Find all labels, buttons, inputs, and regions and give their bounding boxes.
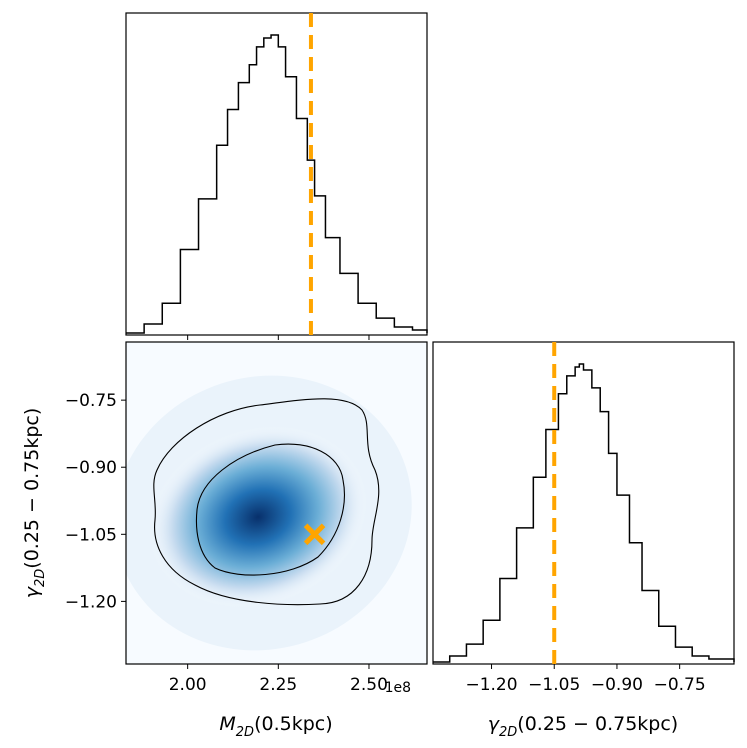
y-tick-label-main-3: −1.20: [65, 592, 117, 612]
contour-outer: [153, 398, 380, 606]
x-tick-label-main-2: 2.50: [350, 675, 388, 695]
x-axis-label-left: M2D(0.5kpc): [219, 713, 332, 740]
y-axis-label-left: γ2D(0.25 − 0.75kpc): [21, 408, 48, 598]
y-tick-label-main-0: −0.75: [65, 391, 117, 411]
y-tick-label-main-2: −1.05: [65, 525, 117, 545]
panel-bottom-left-frame: [125, 341, 428, 665]
x-tick-label-right-1: −1.05: [528, 675, 580, 695]
panel-top-left-histogram: [125, 12, 428, 340]
x-axis-label-right: γ2D(0.25 − 0.75kpc): [488, 713, 678, 740]
panel-bottom-left-density: 2.00 2.25 2.50 −0.75 −0.90 −1.05 −1.20: [65, 341, 428, 695]
x-tick-label-main-0: 2.00: [169, 675, 207, 695]
x-tick-label-right-0: −1.20: [465, 675, 517, 695]
x-ticks-top-panel: [187, 335, 370, 340]
density-cloud: [148, 425, 368, 609]
x-tick-label-main-1: 2.25: [259, 675, 297, 695]
contour-inner: [195, 443, 345, 576]
marker-x-stroke-b: [303, 523, 326, 546]
x-tick-label-right-2: −0.90: [591, 675, 643, 695]
hist-right-series: [433, 363, 735, 663]
x-tick-label-right-3: −0.75: [654, 675, 706, 695]
panel-top-left-frame: [125, 12, 428, 336]
y-ticks-main: −0.75 −0.90 −1.05 −1.20: [65, 391, 126, 612]
x-ticks-main: 2.00 2.25 2.50: [169, 664, 388, 695]
panel-bottom-right-histogram: −1.20 −1.05 −0.90 −0.75: [432, 341, 735, 695]
x-axis-offset-label: 1e8: [385, 680, 411, 696]
hist-top-series: [126, 34, 428, 334]
x-ticks-right: −1.20 −1.05 −0.90 −0.75: [465, 664, 706, 695]
y-tick-label-main-1: −0.90: [65, 458, 117, 478]
marker-x: [303, 523, 326, 546]
panel-bottom-right-frame: [432, 341, 735, 665]
